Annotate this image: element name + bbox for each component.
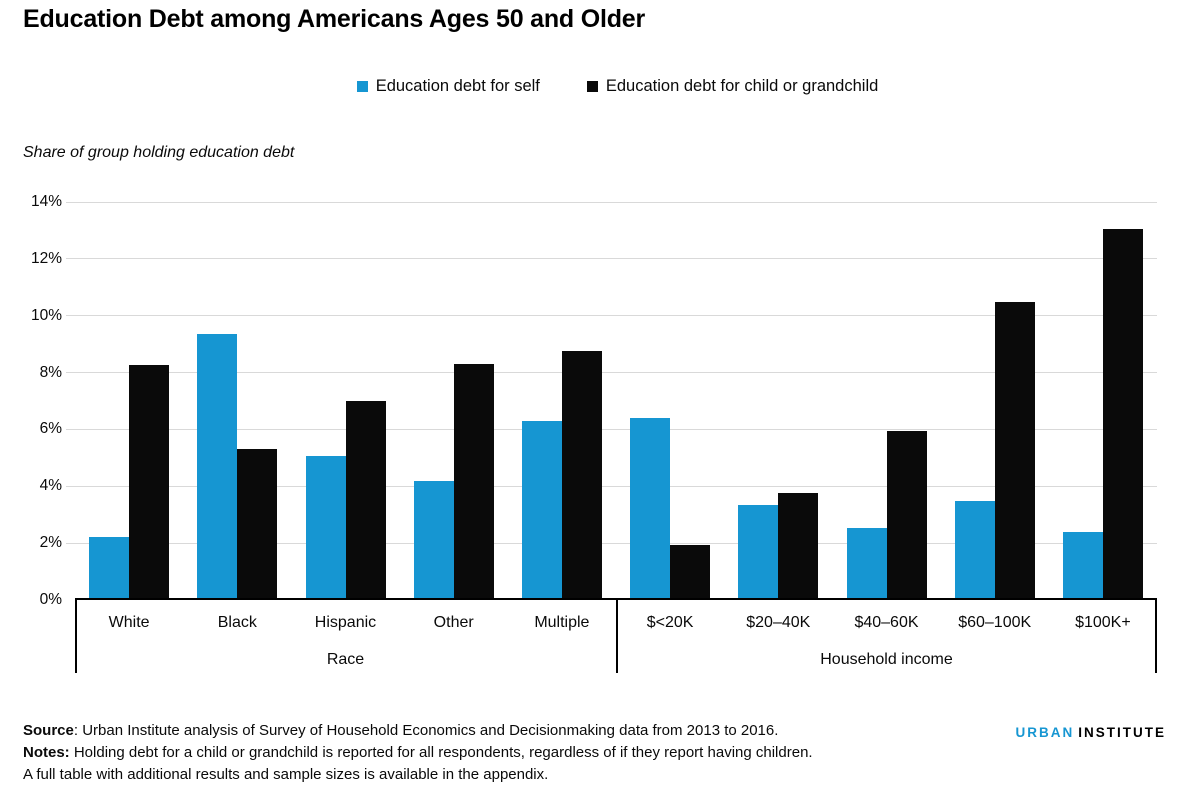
y-axis-title: Share of group holding education debt: [23, 144, 295, 161]
bar-Multiple-child: [561, 351, 602, 600]
legend-label-self: Education debt for self: [375, 77, 540, 95]
bar-20K-child: [670, 544, 711, 600]
notes-label: Notes:: [23, 744, 70, 761]
notes-text: Holding debt for a child or grandchild i…: [69, 744, 813, 761]
bar-Black-child: [237, 449, 278, 600]
legend-item-child: Education debt for child or grandchild: [586, 77, 879, 96]
legend-swatch-self-icon: [356, 81, 368, 92]
y-tick-label-12: 12%: [30, 249, 62, 267]
y-tick-label-6: 6%: [39, 420, 62, 438]
x-group-label-race: Race: [326, 651, 365, 668]
x-category-label-60100K: $60–100K: [958, 614, 1032, 631]
bar-White-child: [129, 365, 170, 600]
x-category-label-White: White: [108, 614, 150, 631]
bar-Black-self: [197, 334, 238, 600]
bar-60100K-child: [994, 301, 1035, 600]
y-axis-tick-labels: 0% 2% 4% 6% 8% 10% 12% 14%: [0, 193, 62, 608]
bar-Hispanic-self: [305, 456, 346, 600]
x-category-label-2040K: $20–40K: [746, 614, 811, 631]
bar-4060K-self: [846, 527, 887, 600]
bar-Multiple-self: [521, 420, 562, 600]
gridline-14pct: [66, 201, 1157, 203]
bar-2040K-self: [738, 504, 779, 600]
bar-White-self: [89, 537, 130, 600]
x-category-label-4060K: $40–60K: [854, 614, 919, 631]
bar-100K-self: [1062, 531, 1103, 600]
legend-swatch-child-icon: [586, 81, 598, 92]
legend-item-self: Education debt for self: [356, 77, 540, 96]
bar-60100K-self: [954, 500, 995, 600]
bar-Other-self: [413, 480, 454, 600]
bar-chart: 0% 2% 4% 6% 8% 10% 12% 14% White Black Hispanic Ot…: [0, 193, 1195, 682]
axis-bracket-line-1: [616, 600, 618, 673]
gridline-8pct: [66, 372, 1157, 374]
axis-bracket-line-0: [75, 600, 77, 673]
bar-Other-child: [453, 364, 494, 600]
x-axis-baseline: [75, 598, 1157, 600]
bar-20K-self: [630, 418, 671, 600]
source-label: Source: [23, 722, 74, 739]
y-tick-label-2: 2%: [39, 534, 62, 552]
notes-line: Notes: Holding debt for a child or grand…: [23, 742, 1003, 764]
x-category-label-Multiple: Multiple: [534, 614, 590, 631]
logo-word-urban: URBAN: [1015, 725, 1075, 740]
logo-word-institute: INSTITUTE: [1078, 725, 1166, 740]
y-tick-label-0: 0%: [39, 591, 62, 608]
gridline-4pct: [66, 485, 1157, 487]
x-category-label-100K: $100K+: [1075, 614, 1131, 631]
x-category-label-Black: Black: [217, 614, 257, 631]
gridline-12pct: [66, 258, 1157, 260]
x-category-label-Other: Other: [433, 614, 474, 631]
axis-bracket-line-2: [1155, 600, 1157, 673]
x-axis: White Black Hispanic Other Multiple Race $<20K…: [75, 600, 1157, 676]
legend-label-child: Education debt for child or grandchild: [605, 77, 879, 95]
bar-2040K-child: [778, 493, 819, 600]
appendix-line: A full table with additional results and…: [23, 766, 549, 783]
urban-institute-logo: URBAN INSTITUTE: [1016, 725, 1167, 740]
source-line: Source: Urban Institute analysis of Surv…: [23, 720, 1003, 742]
footer-notes: Source: Urban Institute analysis of Surv…: [23, 720, 1003, 786]
x-category-label-Hispanic: Hispanic: [314, 614, 377, 631]
gridline-2pct: [66, 542, 1157, 544]
bar-100K-child: [1102, 229, 1143, 600]
legend: Education debt for self Education debt f…: [20, 77, 1195, 96]
plot-area: [66, 201, 1157, 600]
y-tick-label-14: 14%: [30, 193, 62, 210]
gridline-6pct: [66, 428, 1157, 430]
gridline-10pct: [66, 315, 1157, 317]
x-category-label-20K: $<20K: [646, 614, 694, 631]
chart-title: Education Debt among Americans Ages 50 a…: [23, 5, 646, 33]
y-tick-label-8: 8%: [39, 363, 62, 381]
source-text: : Urban Institute analysis of Survey of …: [73, 722, 779, 739]
y-tick-label-4: 4%: [39, 477, 62, 495]
bar-Hispanic-child: [345, 401, 386, 600]
x-group-label-household-income: Household income: [820, 651, 953, 668]
bar-4060K-child: [886, 430, 927, 600]
y-tick-label-10: 10%: [30, 306, 62, 324]
